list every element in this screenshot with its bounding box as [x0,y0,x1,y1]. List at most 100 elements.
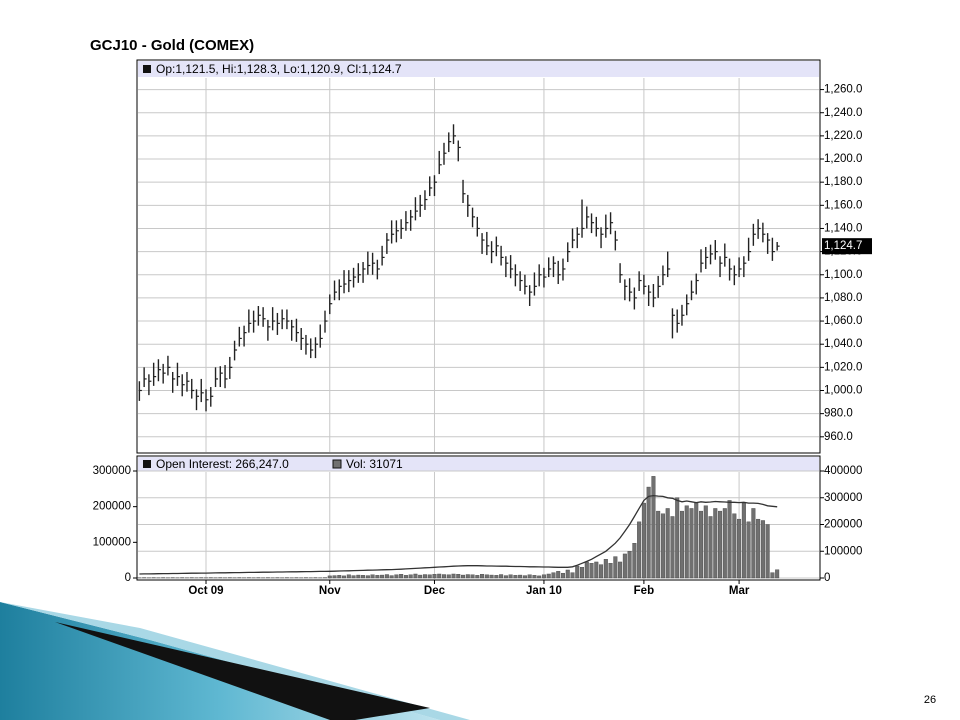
volume-bar [570,572,575,579]
volume-bar [356,574,361,579]
x-tick-label: Oct 09 [188,585,223,597]
volume-bar [741,502,746,579]
volume-bar [684,505,689,579]
volume-bar [775,569,780,579]
y-tick-label: 1,180.0 [824,176,862,188]
volume-bar [765,524,770,579]
y-tick-label: 1,040.0 [824,338,862,350]
legend-text: Vol: 31071 [346,457,403,471]
volume-bar [665,508,670,579]
x-tick-label: Feb [634,585,654,597]
y-tick-label: 1,080.0 [824,292,862,304]
legend-text: Op:1,121.5, Hi:1,128.3, Lo:1,120.9, Cl:1… [156,62,402,76]
volume-bar [403,575,408,579]
y-tick-label: 1,260.0 [824,84,862,96]
volume-bar [613,556,618,579]
volume-bar [484,574,489,579]
volume-panel [136,455,821,581]
volume-bar [622,553,627,579]
volume-bar [703,505,708,579]
volume-bar [608,563,613,579]
volume-bar [465,574,470,579]
volume-bar [751,508,756,579]
volume-bar [399,574,404,579]
volume-bar [713,508,718,579]
volume-bar [646,486,651,579]
y2-tick-label: 200000 [824,519,862,531]
volume-bar [365,575,370,579]
volume-bar [332,575,337,579]
volume-bar [508,574,513,579]
volume-bar [556,571,561,579]
volume-bar [670,516,675,579]
volume-bar [351,575,356,579]
y-tick-label: 100000 [93,536,131,548]
volume-bar [627,551,632,579]
volume-bar [327,575,332,579]
y-tick-label: 1,000.0 [824,385,862,397]
x-tick-label: Nov [319,585,341,597]
slide-decoration [55,622,430,720]
y2-tick-label: 0 [824,572,830,584]
volume-bar [470,574,475,579]
volume-bar [346,574,351,579]
open-interest-line [139,494,778,575]
volume-bar [656,510,661,579]
y-tick-label: 1,200.0 [824,153,862,165]
volume-bar [770,572,775,579]
volume-bar [603,559,608,579]
volume-bar [546,573,551,579]
volume-bar [480,574,485,579]
volume-bar [413,573,418,579]
volume-bar [594,561,599,579]
volume-bar [441,574,446,579]
y-tick-label: 960.0 [824,431,853,443]
y-tick-label: 1,060.0 [824,315,862,327]
volume-bar [760,520,765,579]
volume-bar [637,521,642,579]
price-panel [136,59,821,454]
x-tick-label: Dec [424,585,446,597]
volume-bar [675,497,680,579]
volume-bar [494,575,499,579]
volume-bar [370,574,375,579]
volume-bar [699,510,704,579]
volume-bar [532,575,537,579]
volume-bar [679,510,684,579]
y2-tick-label: 400000 [824,465,862,477]
legend-swatch [143,460,151,468]
volume-bar [380,574,385,579]
volume-bar [503,575,508,579]
volume-bar [722,508,727,579]
y-tick-label: 1,160.0 [824,199,862,211]
legend-swatch [143,65,151,73]
volume-bar [632,543,637,579]
volume-bar [737,518,742,579]
volume-bar [389,575,394,579]
volume-bar [499,574,504,579]
last-value-label: 1,124.7 [824,240,862,252]
volume-bar [408,574,413,579]
volume-bar [394,574,399,579]
volume-bar [651,476,656,579]
volume-bar [427,574,432,579]
volume-bar [489,574,494,579]
volume-bar [565,569,570,579]
y-tick-label: 300000 [93,465,131,477]
volume-bar [551,572,556,579]
volume-bar [689,508,694,579]
volume-bar [432,574,437,579]
volume-bar [522,575,527,579]
volume-bar [727,500,732,579]
volume-bar [599,564,604,579]
volume-bar [446,574,451,579]
volume-bar [746,521,751,579]
volume-bar [475,575,480,579]
y-tick-label: 0 [125,572,131,584]
plot-layer: 960.0 980.0 1,000.0 1,020.0 1,040.0 1,060.0 1,… [93,78,872,597]
volume-bar [527,574,532,579]
volume-bar [518,574,523,579]
y-tick-label: 1,140.0 [824,222,862,234]
legend-strip [138,457,819,471]
volume-bar [461,574,466,579]
